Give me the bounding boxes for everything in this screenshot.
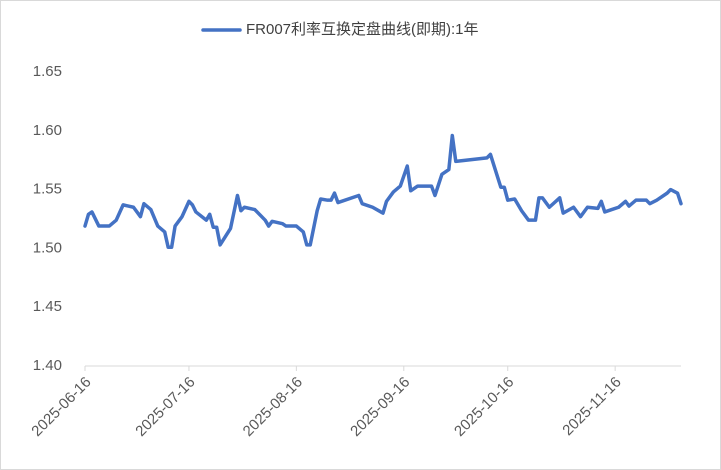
y-tick-label: 1.50 [33,239,62,256]
y-tick-label: 1.65 [33,63,62,80]
legend-text: FR007利率互换定盘曲线(即期):1年 [246,20,479,38]
y-tick-label: 1.45 [33,298,62,315]
y-tick-label: 1.60 [33,122,62,139]
y-tick-label: 1.40 [33,357,62,374]
y-tick-label: 1.55 [33,181,62,198]
series-line [83,133,683,249]
